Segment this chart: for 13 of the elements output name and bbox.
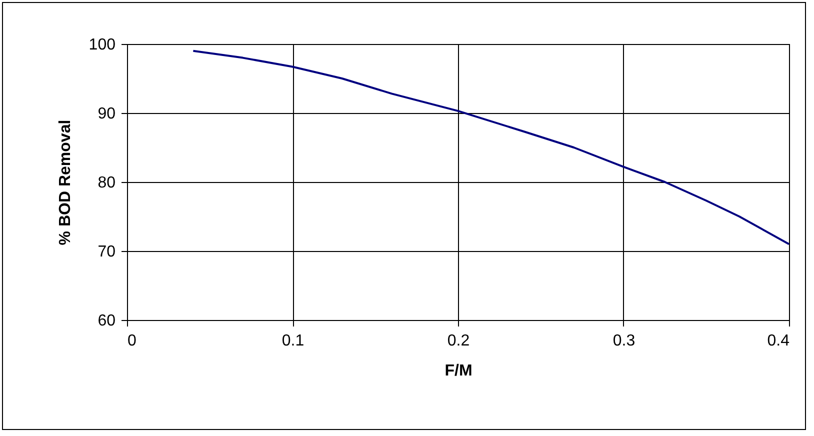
y-tick-label: 80	[98, 174, 116, 192]
y-tick-label: 100	[88, 36, 116, 54]
y-tick-label: 60	[98, 312, 116, 330]
x-tick-label: 0.3	[612, 332, 636, 350]
line-series	[192, 50, 790, 246]
x-tick-label: 0.4	[767, 332, 790, 350]
x-axis-title: F/M	[444, 362, 472, 380]
y-tick-label: 90	[98, 106, 116, 122]
y-axis-title: % BOD Removal	[56, 120, 74, 246]
x-tick-label: 0	[128, 332, 136, 350]
y-tick-label: 70	[98, 244, 116, 260]
x-tick-label: 0.1	[282, 332, 304, 350]
x-tick-label: 0.2	[447, 332, 470, 350]
